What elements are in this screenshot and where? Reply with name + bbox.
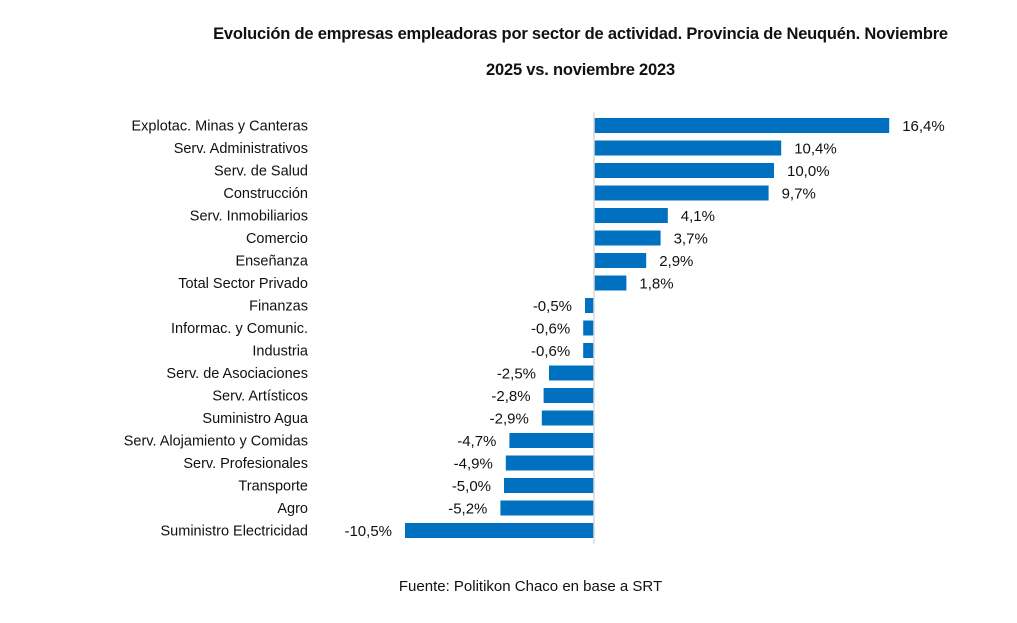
bar: [509, 433, 594, 448]
data-label: 9,7%: [782, 186, 816, 203]
value-labels: 16,4% 10,4% 10,0% 9,7% 4,1% 3,7% 2,9% 1,8% -0,5%…: [344, 118, 944, 540]
data-label: -10,5%: [344, 523, 392, 540]
bars-group: [405, 118, 890, 538]
bar: [543, 388, 594, 403]
bar: [594, 275, 627, 291]
category-label: Total Sector Privado: [178, 276, 308, 292]
category-label: Suministro Electricidad: [161, 524, 308, 540]
source-note: Fuente: Politikon Chaco en base a SRT: [398, 578, 663, 595]
data-label: 10,4%: [794, 141, 837, 158]
bar: [549, 365, 594, 381]
data-label: -2,9%: [490, 411, 529, 428]
bar: [594, 185, 769, 201]
category-label: Industria: [252, 344, 309, 360]
bar: [504, 478, 594, 493]
bar: [505, 455, 594, 471]
category-labels: Explotac. Minas y Canteras Serv. Administ…: [124, 119, 309, 540]
bar: [583, 320, 594, 336]
data-label: -0,5%: [533, 298, 572, 315]
data-label: 3,7%: [674, 231, 708, 248]
category-label: Serv. Artísticos: [212, 389, 308, 405]
bar: [500, 500, 594, 516]
category-label: Comercio: [246, 231, 308, 247]
chart-title-line-1: Evolución de empresas empleadoras por se…: [213, 25, 948, 43]
category-label: Explotac. Minas y Canteras: [132, 119, 309, 135]
bar: [405, 523, 594, 538]
bar: [594, 140, 782, 156]
data-label: 2,9%: [659, 253, 693, 270]
data-label: -4,9%: [454, 456, 493, 473]
category-label: Serv. Administrativos: [174, 141, 308, 157]
data-label: 10,0%: [787, 163, 830, 180]
chart-title-line-2: 2025 vs. noviembre 2023: [486, 61, 675, 79]
category-label: Serv. Alojamiento y Comidas: [124, 434, 308, 450]
data-label: 16,4%: [902, 118, 945, 135]
category-label: Serv. de Salud: [214, 164, 308, 180]
bar: [585, 298, 594, 313]
category-label: Enseñanza: [235, 254, 308, 270]
category-label: Suministro Agua: [202, 411, 309, 427]
data-label: -0,6%: [531, 321, 570, 338]
data-label: -5,2%: [448, 501, 487, 518]
category-label: Construcción: [223, 186, 308, 202]
bar: [594, 163, 774, 178]
data-label: 1,8%: [639, 276, 673, 293]
bar: [541, 410, 594, 426]
data-label: -2,8%: [491, 388, 530, 405]
category-label: Serv. Profesionales: [183, 456, 308, 472]
category-label: Serv. de Asociaciones: [166, 366, 308, 382]
category-label: Transporte: [238, 479, 308, 495]
bar: [594, 253, 647, 268]
data-label: -4,7%: [457, 433, 496, 450]
data-label: 4,1%: [681, 208, 715, 225]
bar: [583, 343, 594, 358]
category-label: Agro: [277, 501, 308, 517]
bar: [594, 208, 668, 223]
data-label: -5,0%: [452, 478, 491, 495]
category-label: Finanzas: [249, 299, 308, 315]
bar: [594, 118, 890, 133]
data-label: -0,6%: [531, 343, 570, 360]
data-label: -2,5%: [497, 366, 536, 383]
category-label: Serv. Inmobiliarios: [190, 209, 308, 225]
bar: [594, 230, 661, 246]
category-label: Informac. y Comunic.: [171, 321, 308, 337]
